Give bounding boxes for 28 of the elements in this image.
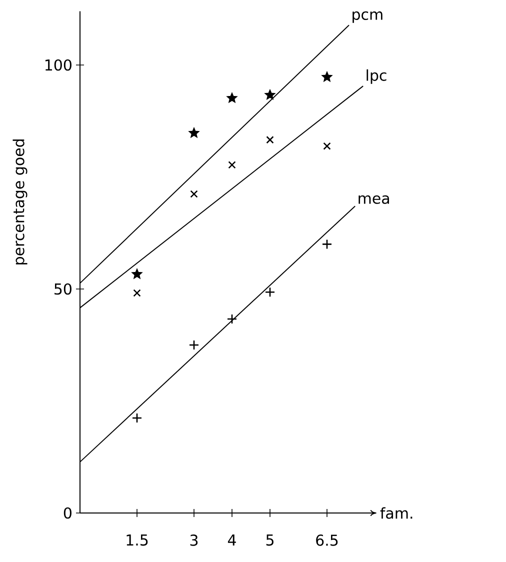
point [188, 340, 200, 350]
point [226, 314, 238, 324]
y-axis-title: percentage goed [12, 139, 28, 264]
x-tick-label: 3 [190, 534, 198, 546]
y-tick-label: 50 [54, 283, 72, 295]
point [322, 239, 332, 250]
point [132, 269, 142, 279]
x-tick-label: 6.5 [316, 534, 338, 546]
point [228, 161, 236, 169]
point [322, 72, 332, 82]
x-tick-label: 4 [228, 534, 236, 546]
point [190, 190, 198, 198]
series-label: pcm [352, 11, 382, 23]
series-label: lpc [366, 69, 386, 84]
point [264, 286, 276, 298]
point [227, 92, 237, 102]
y-tick-label: 0 [64, 507, 72, 519]
y-tick-label: 100 [45, 59, 72, 71]
point [132, 412, 142, 424]
point [266, 136, 274, 144]
x-tick-label: 1.5 [126, 534, 148, 546]
point [265, 90, 275, 100]
point [323, 142, 331, 150]
x-axis-title: fam. [380, 507, 412, 519]
x-tick-label: 5 [266, 534, 274, 546]
series-label: mea [358, 195, 389, 204]
point [133, 289, 141, 297]
point [189, 128, 199, 138]
